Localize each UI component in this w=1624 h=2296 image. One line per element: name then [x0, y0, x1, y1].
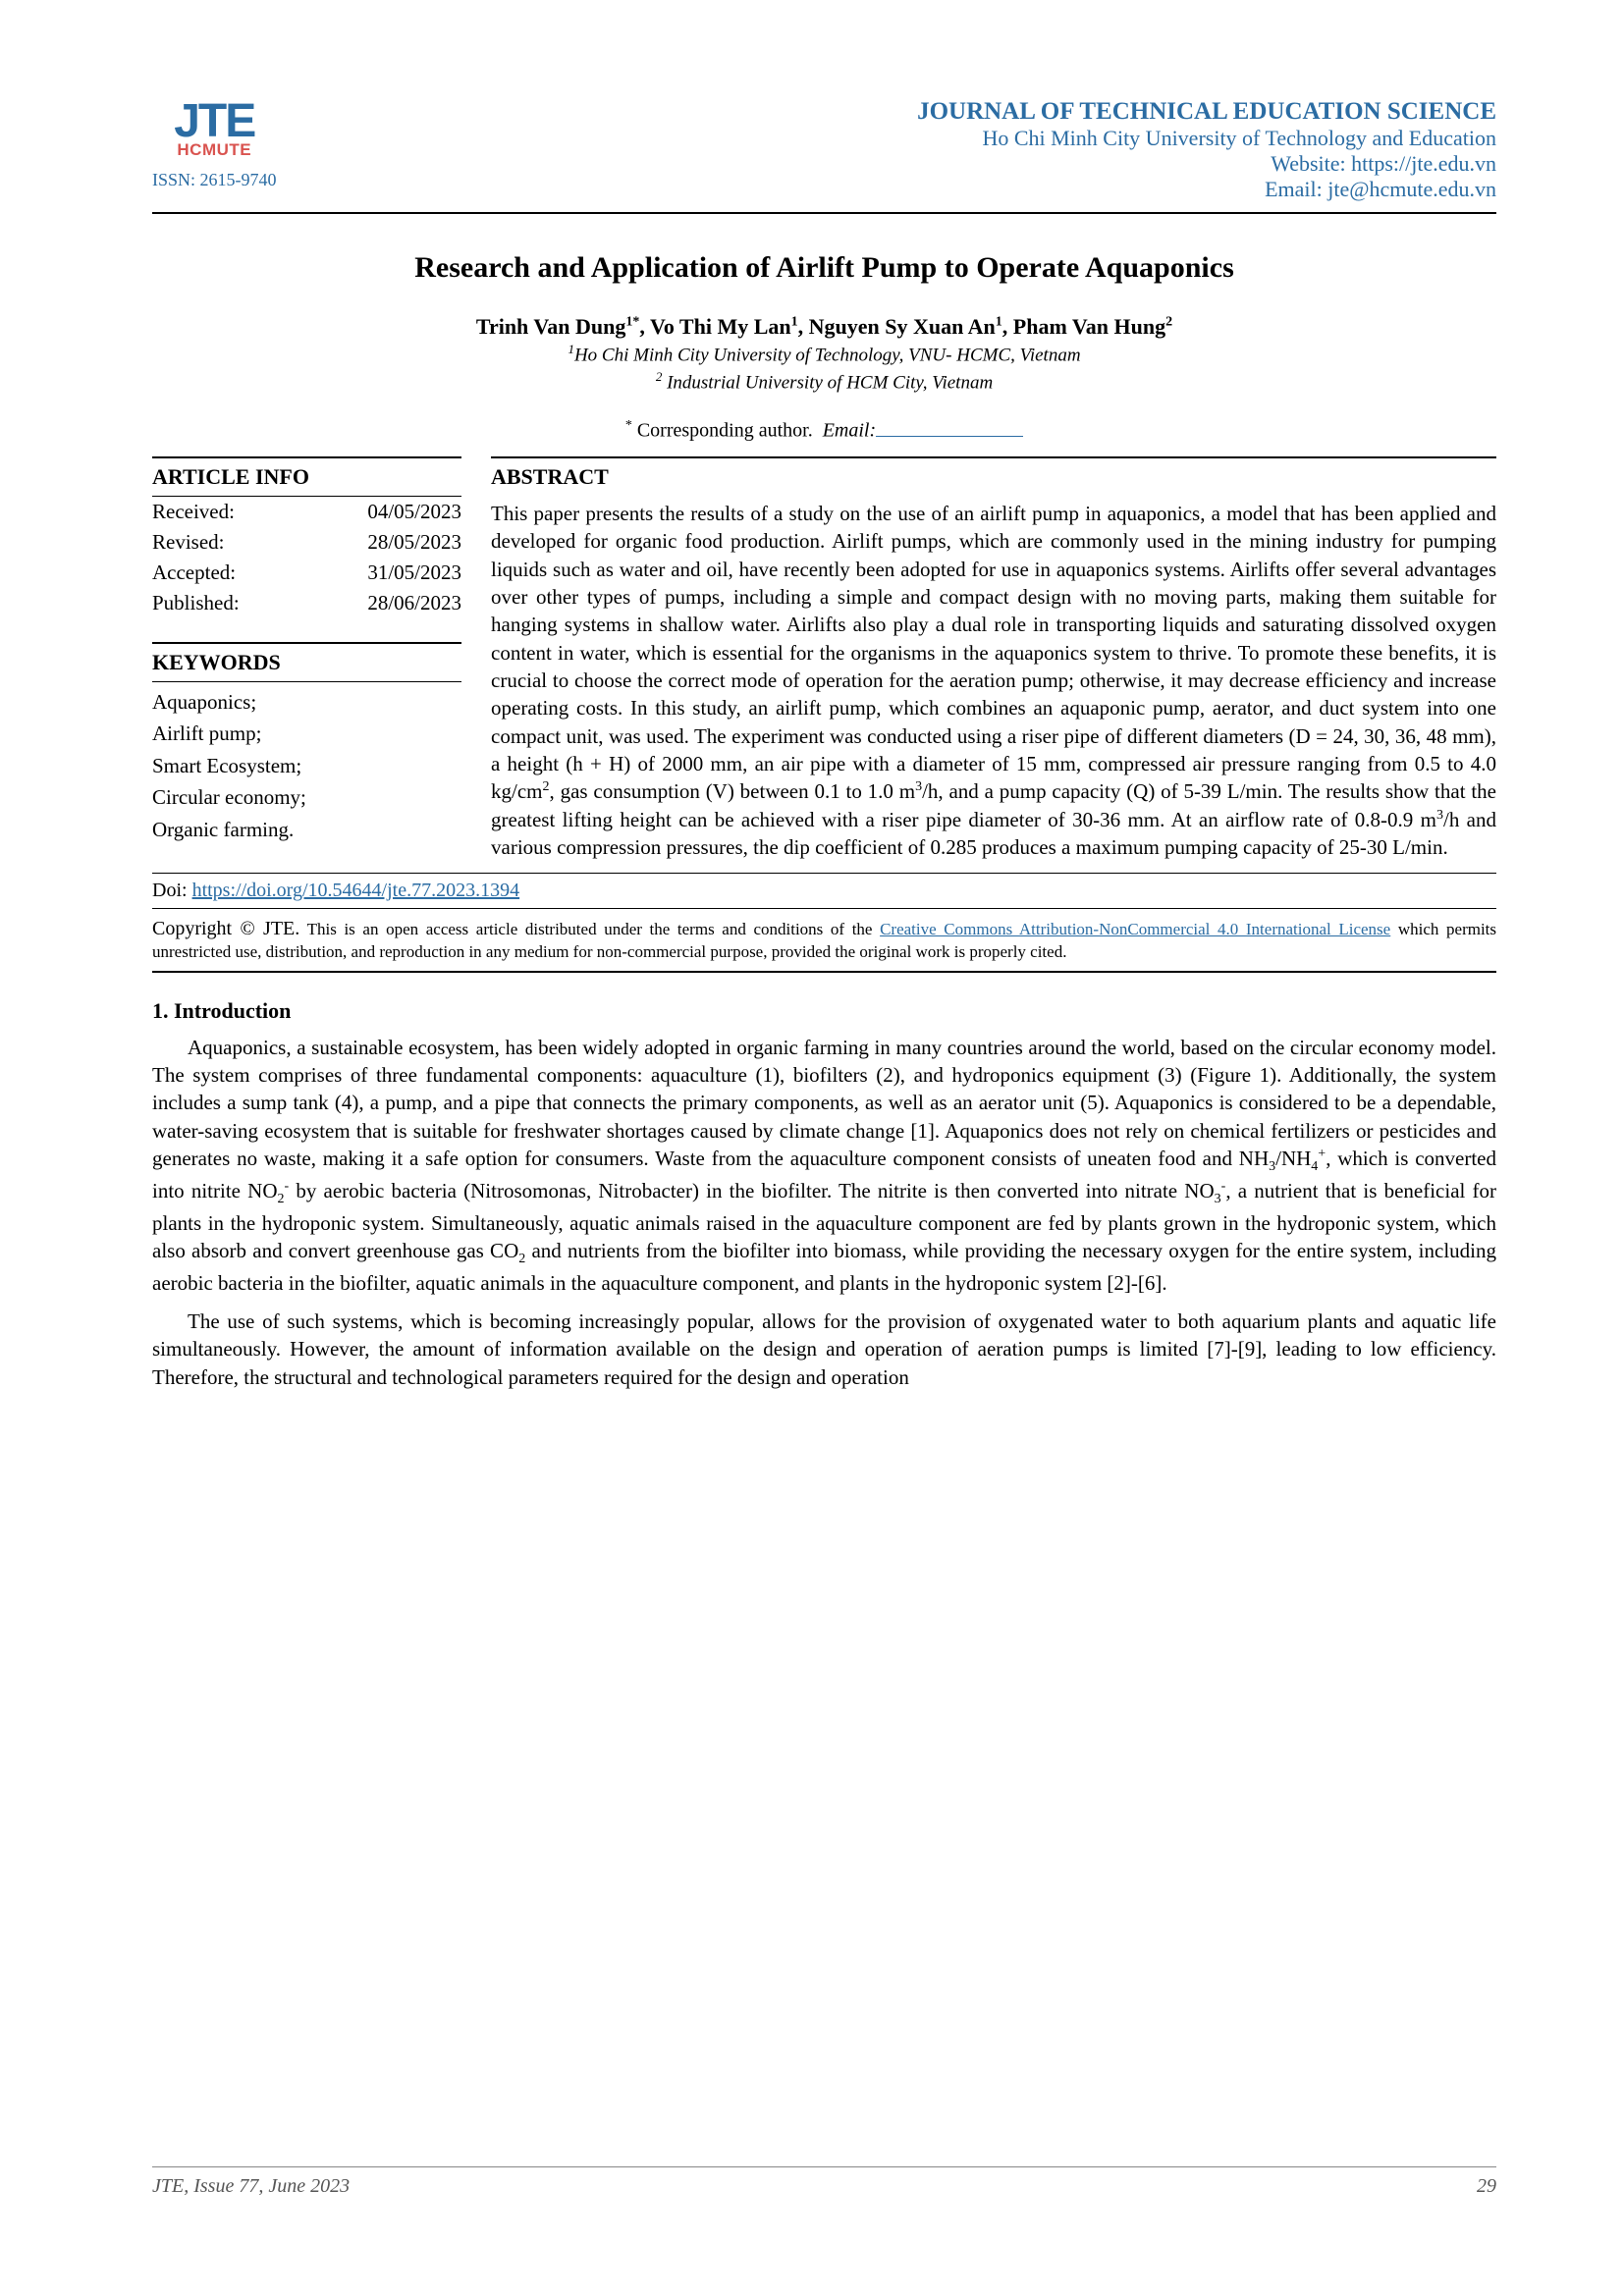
- affiliation-1: 1Ho Chi Minh City University of Technolo…: [152, 342, 1496, 367]
- affiliation-2: 2 Industrial University of HCM City, Vie…: [152, 369, 1496, 395]
- keyword-item: Circular economy;: [152, 781, 461, 814]
- page-footer: JTE, Issue 77, June 2023 29: [152, 2166, 1496, 2198]
- info-label: Accepted:: [152, 561, 236, 585]
- logo-jte: JTE: [174, 102, 254, 142]
- logo-block: JTE HCMUTE ISSN: 2615-9740: [152, 98, 277, 190]
- article-title: Research and Application of Airlift Pump…: [152, 251, 1496, 285]
- journal-website: Website: https://jte.edu.vn: [917, 151, 1496, 177]
- abstract-text: This paper presents the results of a stu…: [491, 496, 1496, 861]
- article-info-heading: ARTICLE INFO: [152, 456, 461, 497]
- keyword-item: Aquaponics;: [152, 686, 461, 719]
- copyright-notice: Copyright © JTE. This is an open access …: [152, 917, 1496, 972]
- authors-line: Trinh Van Dung1*, Vo Thi My Lan1, Nguyen…: [152, 314, 1496, 340]
- copyright-prefix: Copyright © JTE.: [152, 918, 299, 939]
- info-label: Revised:: [152, 530, 225, 555]
- license-link[interactable]: Creative Commons Attribution-NonCommerci…: [880, 920, 1390, 938]
- keywords-heading: KEYWORDS: [152, 642, 461, 682]
- info-row: Revised: 28/05/2023: [152, 527, 461, 558]
- corresponding-label: Corresponding author.: [637, 420, 813, 442]
- footer-issue: JTE, Issue 77, June 2023: [152, 2175, 350, 2198]
- intro-paragraph-1: Aquaponics, a sustainable ecosystem, has…: [152, 1034, 1496, 1298]
- doi-label: Doi:: [152, 880, 188, 901]
- info-label: Received:: [152, 500, 235, 524]
- info-value: 31/05/2023: [367, 561, 461, 585]
- doi-row: Doi: https://doi.org/10.54644/jte.77.202…: [152, 873, 1496, 909]
- article-info-table: Received: 04/05/2023 Revised: 28/05/2023 A…: [152, 497, 461, 618]
- journal-title: JOURNAL OF TECHNICAL EDUCATION SCIENCE: [917, 98, 1496, 126]
- copyright-text-1: This is an open access article distribut…: [307, 920, 880, 938]
- email-blank-line: [876, 436, 1023, 437]
- info-label: Published:: [152, 591, 240, 615]
- doi-link[interactable]: https://doi.org/10.54644/jte.77.2023.139…: [192, 880, 520, 901]
- info-value: 28/06/2023: [367, 591, 461, 615]
- keyword-item: Organic farming.: [152, 814, 461, 846]
- keywords-list: Aquaponics; Airlift pump; Smart Ecosyste…: [152, 682, 461, 846]
- corresponding-author: * Corresponding author. Email:: [152, 418, 1496, 443]
- journal-info: JOURNAL OF TECHNICAL EDUCATION SCIENCE H…: [917, 98, 1496, 202]
- info-row: Accepted: 31/05/2023: [152, 558, 461, 588]
- journal-email: Email: jte@hcmute.edu.vn: [917, 177, 1496, 202]
- affil-1-text: Ho Chi Minh City University of Technolog…: [574, 345, 1081, 365]
- issn-label: ISSN: 2615-9740: [152, 170, 277, 190]
- info-row: Received: 04/05/2023: [152, 497, 461, 527]
- info-value: 28/05/2023: [367, 530, 461, 555]
- info-value: 04/05/2023: [367, 500, 461, 524]
- journal-university: Ho Chi Minh City University of Technolog…: [917, 126, 1496, 151]
- intro-heading: 1. Introduction: [152, 998, 1496, 1024]
- email-label: Email:: [823, 420, 876, 442]
- affil-2-text: Industrial University of HCM City, Vietn…: [667, 372, 993, 393]
- page-header: JTE HCMUTE ISSN: 2615-9740 JOURNAL OF TE…: [152, 98, 1496, 214]
- logo-hcmute: HCMUTE: [177, 140, 251, 160]
- info-row: Published: 28/06/2023: [152, 588, 461, 618]
- keyword-item: Airlift pump;: [152, 718, 461, 750]
- footer-page-number: 29: [1477, 2175, 1496, 2198]
- keyword-item: Smart Ecosystem;: [152, 750, 461, 782]
- abstract-heading: ABSTRACT: [491, 456, 1496, 496]
- intro-paragraph-2: The use of such systems, which is becomi…: [152, 1308, 1496, 1391]
